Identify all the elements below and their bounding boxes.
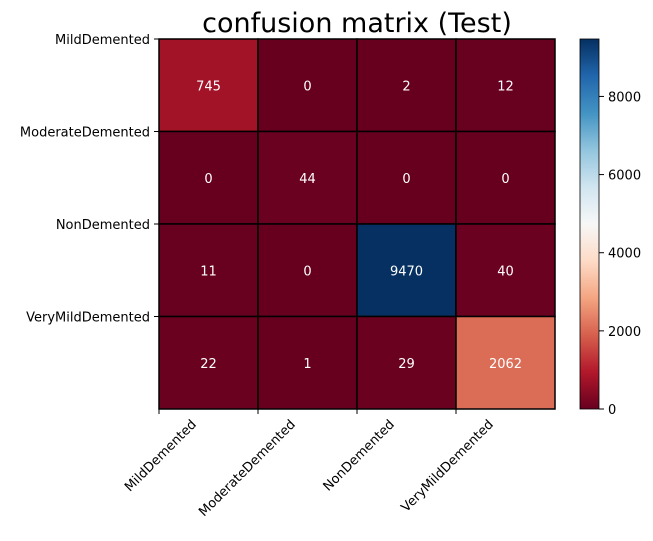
x-tick-label: NonDemented — [321, 417, 398, 494]
y-axis: MildDemented ModerateDemented NonDemented V… — [20, 33, 159, 326]
colorbar-tick-label: 4000 — [608, 247, 641, 262]
cell-value: 0 — [204, 172, 212, 187]
colorbar-ticks: 0 2000 4000 6000 8000 — [599, 90, 641, 418]
heatmap-cell — [158, 315, 259, 410]
colorbar-tick-label: 2000 — [608, 325, 641, 340]
heatmap-cell — [356, 38, 457, 133]
y-tick-label: ModerateDemented — [20, 126, 150, 141]
heatmap-cells — [158, 38, 556, 410]
colorbar — [579, 38, 600, 410]
heatmap-cell — [158, 38, 259, 133]
cell-value: 11 — [200, 264, 217, 279]
heatmap-cell — [455, 223, 556, 318]
y-tick-label: NonDemented — [56, 218, 150, 233]
colorbar-tick-label: 6000 — [608, 169, 641, 184]
cell-value: 0 — [303, 264, 311, 279]
x-tick-label: VeryMildDemented — [399, 417, 497, 515]
y-tick-label: MildDemented — [55, 33, 150, 48]
cell-value: 40 — [497, 264, 514, 279]
heatmap-cell — [455, 38, 556, 133]
chart-title: confusion matrix (Test) — [202, 8, 512, 39]
y-tick-label: VeryMildDemented — [26, 311, 150, 326]
cell-value: 1 — [303, 357, 311, 372]
heatmap-cell — [455, 130, 556, 225]
heatmap-cell — [257, 315, 358, 410]
heatmap-cell — [257, 223, 358, 318]
cell-value: 22 — [200, 357, 217, 372]
cell-value: 0 — [402, 172, 410, 187]
colorbar-tick-label: 8000 — [608, 90, 641, 105]
cell-value: 44 — [299, 172, 316, 187]
cell-annotations: 745 0 2 12 0 44 0 0 11 0 9470 40 22 1 29 2062 — [196, 79, 522, 372]
colorbar-tick-label: 0 — [608, 403, 616, 418]
cell-value: 745 — [196, 79, 221, 94]
heatmap-cell — [257, 38, 358, 133]
cell-value: 12 — [497, 79, 514, 94]
cell-value: 29 — [398, 357, 415, 372]
cell-value: 2 — [402, 79, 410, 94]
x-tick-label: ModerateDemented — [196, 417, 299, 520]
cell-value: 0 — [501, 172, 509, 187]
cell-value: 9470 — [390, 264, 423, 279]
cell-value: 2062 — [489, 357, 522, 372]
heatmap-cell — [455, 315, 556, 410]
cell-value: 0 — [303, 79, 311, 94]
x-tick-label: MildDemented — [122, 417, 200, 495]
heatmap-cell — [257, 130, 358, 225]
